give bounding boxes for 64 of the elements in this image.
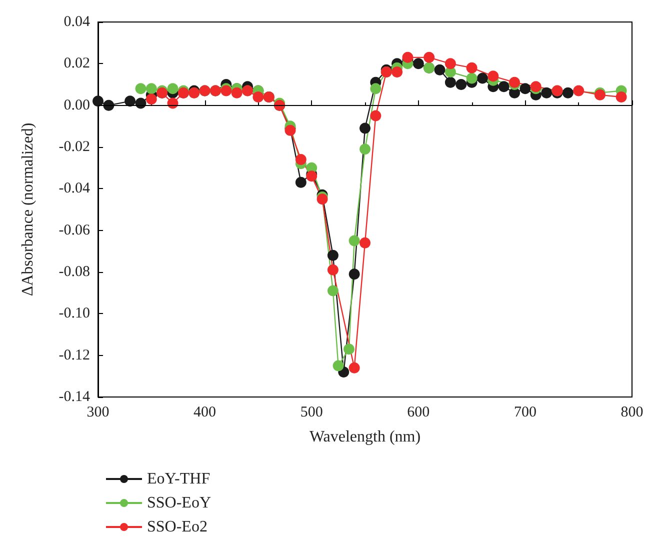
point: [146, 83, 157, 94]
legend-label: EoY-THF: [147, 470, 210, 488]
point: [316, 194, 328, 205]
y-axis-title: ΔAbsorbance (normalized): [20, 122, 36, 296]
x-tick-label: 400: [194, 404, 216, 420]
point: [444, 76, 456, 88]
point: [456, 79, 467, 90]
point: [573, 85, 584, 96]
y-tick-label: 0.00: [64, 97, 90, 114]
point: [92, 96, 104, 107]
x-tick-label: 700: [514, 404, 536, 420]
point: [370, 83, 382, 94]
y-tick-label: 0.04: [64, 14, 90, 30]
point: [348, 268, 360, 280]
x-tick-label: 500: [300, 404, 323, 420]
point: [466, 72, 478, 84]
point: [466, 62, 478, 74]
point: [616, 92, 627, 102]
point: [520, 83, 531, 94]
point: [332, 360, 344, 372]
point: [498, 81, 510, 92]
x-tick-label: 800: [620, 404, 644, 420]
y-tick-label: -0.10: [58, 306, 90, 322]
point: [402, 52, 414, 63]
point: [424, 52, 435, 63]
point: [327, 264, 338, 276]
point: [295, 176, 306, 188]
x-axis-title: Wavelength (nm): [309, 428, 421, 446]
point: [146, 94, 157, 105]
point: [392, 66, 403, 78]
point: [327, 285, 338, 296]
point: [252, 92, 264, 102]
point: [135, 83, 146, 94]
point: [434, 64, 446, 76]
point: [343, 344, 354, 355]
point: [476, 72, 488, 84]
y-tick-label: -0.12: [58, 347, 90, 364]
legend-label: SSO-EoY: [147, 494, 212, 512]
point: [360, 237, 370, 248]
point: [488, 70, 499, 82]
y-tick-label: -0.06: [58, 222, 90, 238]
point: [444, 58, 456, 70]
y-tick-label: -0.14: [58, 389, 90, 405]
point: [541, 87, 552, 98]
point: [348, 235, 360, 246]
point: [509, 76, 520, 88]
point: [231, 87, 242, 98]
point: [295, 154, 306, 165]
point: [360, 144, 370, 155]
y-tick-label: -0.02: [58, 139, 90, 155]
point: [327, 250, 338, 261]
x-tick-label: 300: [86, 404, 110, 420]
point: [562, 87, 574, 98]
point: [412, 58, 424, 70]
legend-label: SSO-Eo2: [147, 518, 208, 536]
point: [370, 110, 382, 122]
point: [124, 96, 136, 107]
point: [167, 83, 178, 94]
y-tick-label: 0.02: [64, 56, 90, 72]
y-tick-label: -0.04: [58, 180, 90, 197]
point: [360, 122, 370, 134]
x-tick-label: 600: [407, 404, 430, 420]
point: [348, 362, 360, 374]
y-tick-label: -0.08: [58, 264, 90, 280]
